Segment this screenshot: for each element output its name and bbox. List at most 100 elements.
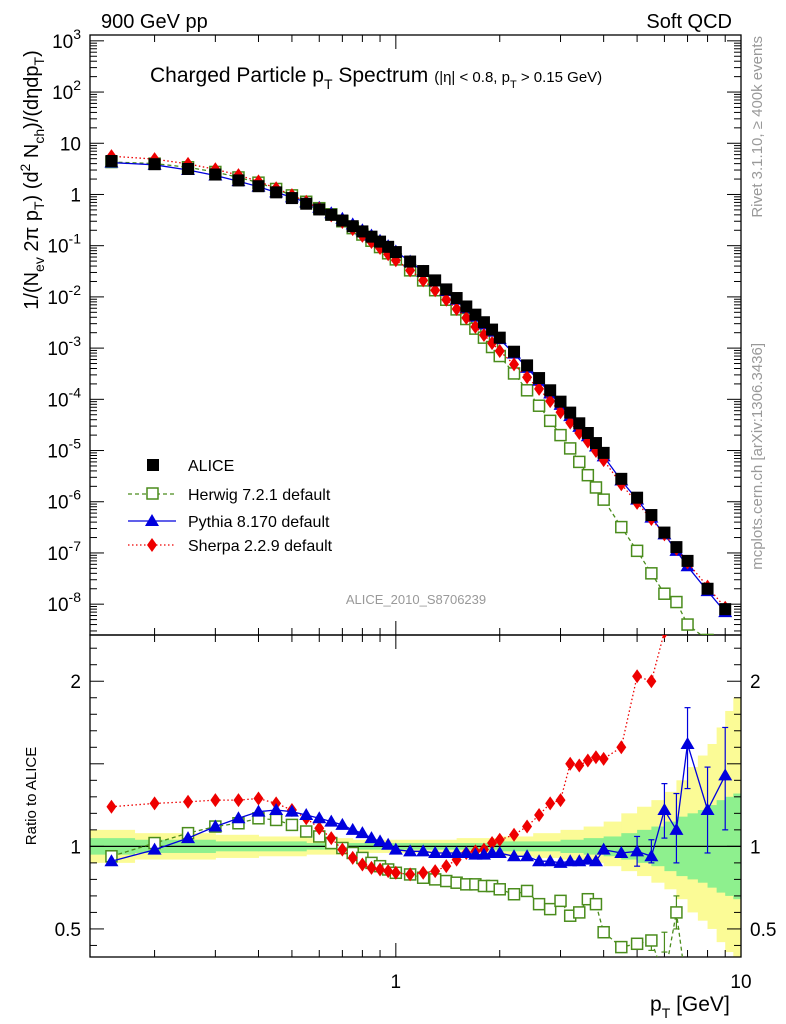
ratio-series-group <box>104 635 733 957</box>
ratio-point-herwig <box>670 906 683 919</box>
ratio-point-sherpa <box>347 850 358 865</box>
ratio-y-tick-label-right: 1 <box>750 837 761 858</box>
ratio-point-pythia <box>644 849 659 862</box>
ratio-point-herwig <box>554 894 567 908</box>
main-point-data <box>429 274 442 287</box>
ratio-point-herwig <box>573 906 586 919</box>
main-point-sherpa <box>534 381 545 396</box>
ratio-point-sherpa <box>418 865 429 880</box>
main-point-data <box>645 509 658 522</box>
main-point-data <box>252 180 265 193</box>
ratio-point-pythia <box>630 844 645 857</box>
ratio-point-pythia <box>403 844 418 857</box>
ratio-y-tick-label: 2 <box>70 672 81 693</box>
legend-label-sherpa: Sherpa 2.2.9 default <box>188 538 333 555</box>
legend-entry-alice: ALICE <box>147 458 234 475</box>
x-axis-title: pT [GeV] <box>650 993 730 1021</box>
main-point-data <box>581 426 594 439</box>
y-tick-label: 10-5 <box>47 436 81 463</box>
ratio-point-pythia <box>104 854 119 867</box>
ratio-point-herwig <box>543 902 557 916</box>
main-line-herwig <box>111 161 703 635</box>
main-point-data <box>460 300 473 313</box>
ratio-point-sherpa <box>430 864 441 879</box>
main-point-herwig <box>645 567 658 580</box>
ratio-point-herwig <box>589 897 603 911</box>
ratio-point-sherpa <box>441 859 452 874</box>
main-point-herwig <box>573 455 586 469</box>
main-point-data <box>270 186 283 199</box>
ratio-point-pythia <box>388 842 403 855</box>
x-tick-label: 10 <box>730 972 751 993</box>
main-point-data <box>148 158 161 171</box>
main-point-data <box>681 554 694 567</box>
ratio-point-pythia <box>596 842 611 855</box>
main-point-sherpa <box>461 310 472 325</box>
main-point-sherpa <box>555 405 566 420</box>
main-point-data <box>313 203 326 216</box>
main-point-herwig <box>532 399 546 412</box>
y-tick-label: 10-6 <box>47 487 81 514</box>
legend-marker-pythia <box>145 514 159 526</box>
ratio-point-sherpa <box>383 864 394 879</box>
ratio-point-sherpa <box>183 794 194 809</box>
ratio-point-pythia <box>284 804 299 817</box>
ratio-point-pythia <box>680 736 695 749</box>
ratio-point-pythia <box>147 842 162 855</box>
main-point-data <box>356 225 369 238</box>
ratio-point-pythia <box>520 849 535 862</box>
main-point-data <box>300 197 313 210</box>
main-point-sherpa <box>565 415 576 430</box>
main-point-data <box>325 208 338 221</box>
ratio-point-pythia <box>532 854 547 867</box>
main-point-sherpa <box>574 425 585 440</box>
main-point-data <box>182 162 195 175</box>
ratio-y-tick-label: 0.5 <box>55 920 81 941</box>
y-tick-label: 10-2 <box>47 282 81 309</box>
main-point-data <box>232 174 245 187</box>
ratio-point-sherpa <box>375 862 386 877</box>
ratio-point-sherpa <box>357 857 368 872</box>
plot-title: Charged Particle pT Spectrum (|η| < 0.8, … <box>150 64 602 92</box>
main-point-sherpa <box>430 283 441 298</box>
ratio-point-herwig <box>630 937 644 951</box>
main-point-herwig <box>670 595 683 609</box>
ratio-point-sherpa <box>574 758 585 773</box>
main-point-herwig <box>520 384 534 397</box>
x-tick-label: 1 <box>391 972 402 993</box>
y-tick-label: 10-4 <box>47 384 81 411</box>
ratio-point-sherpa <box>598 751 609 766</box>
main-point-data <box>346 220 359 233</box>
ratio-point-sherpa <box>337 842 348 857</box>
main-point-herwig <box>563 442 577 455</box>
main-point-data <box>105 155 118 168</box>
ratio-point-herwig <box>532 897 546 911</box>
main-point-data <box>589 437 602 450</box>
ratio-point-pythia <box>439 845 454 858</box>
ratio-y-tick-label: 1 <box>70 837 81 858</box>
ratio-point-sherpa <box>210 793 221 808</box>
ratio-line-pythia <box>111 743 726 864</box>
ratio-point-pythia <box>381 837 396 850</box>
y-tick-label: 10-3 <box>47 333 81 360</box>
ratio-point-pythia <box>669 822 684 835</box>
ratio-point-herwig <box>645 934 658 947</box>
ratio-point-pythia <box>507 849 522 862</box>
ratio-point-pythia <box>364 831 379 844</box>
ratio-y-tick-label-right: 2 <box>750 672 761 693</box>
ratio-point-pythia <box>299 807 314 820</box>
main-point-sherpa <box>509 357 520 372</box>
ratio-plot-frame <box>89 634 742 958</box>
main-point-sherpa <box>451 302 462 317</box>
ratio-point-sherpa <box>545 796 556 811</box>
ratio-point-pythia <box>251 804 266 817</box>
ratio-y-axis-title: Ratio to ALICE <box>23 747 40 845</box>
main-point-herwig <box>630 544 644 558</box>
energy-label: 900 GeV pp <box>101 11 208 33</box>
legend-label-herwig: Herwig 7.2.1 default <box>188 487 331 504</box>
ratio-point-sherpa <box>494 832 505 847</box>
main-point-data <box>389 246 402 259</box>
ratio-point-pythia <box>700 803 715 816</box>
main-point-data <box>493 331 506 344</box>
